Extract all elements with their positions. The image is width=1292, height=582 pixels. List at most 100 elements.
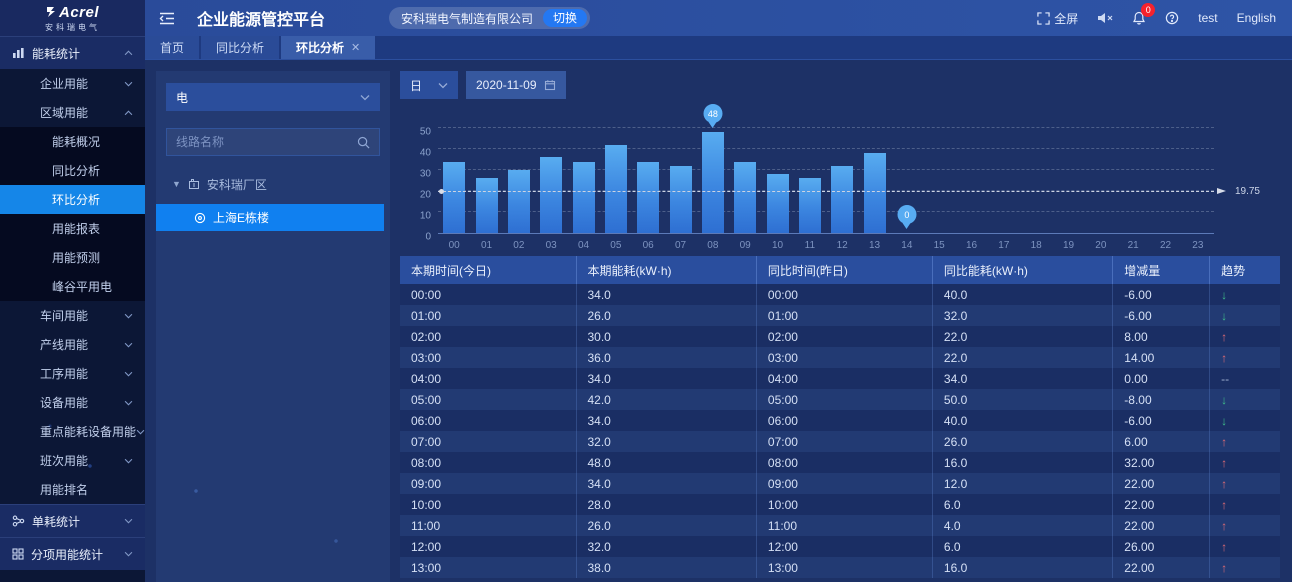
- table-row: 13:00 38.0 13:00 16.0 22.00 ↑: [400, 557, 1280, 578]
- sidebar-item-energy-ranking[interactable]: 用能排名: [0, 475, 145, 504]
- sidebar-item-shift-energy[interactable]: 班次用能: [0, 446, 145, 475]
- table-cell: 40.0: [932, 284, 1114, 305]
- x-axis-tick-label: 14: [901, 240, 913, 251]
- marker-label-48: 48: [703, 104, 723, 124]
- bar-chart-icon: [12, 47, 25, 59]
- notifications-button[interactable]: 0: [1132, 3, 1156, 25]
- sidebar-item-unit-consumption-stats[interactable]: 单耗统计: [0, 504, 145, 537]
- tab-close-icon[interactable]: ✕: [351, 42, 361, 54]
- x-axis-tick-label: 07: [674, 240, 687, 251]
- tab-home[interactable]: 首页: [145, 36, 200, 59]
- trend-down-arrow-icon: ↓: [1221, 308, 1228, 323]
- table-cell: -6.00: [1112, 305, 1211, 326]
- column-header: 趋势: [1209, 256, 1280, 284]
- table-cell: 05:00: [400, 389, 577, 410]
- chevron-down-icon: [124, 518, 133, 524]
- table-cell: 8.00: [1112, 326, 1211, 347]
- table-cell: 26.0: [576, 305, 757, 326]
- company-name: 安科瑞电气制造有限公司: [401, 11, 534, 26]
- bar-chart: 0 10 20 30 40 50 00 01 02 03 04 05 06 07 08 09 10 11 12 13 1…: [408, 104, 1266, 251]
- gridline: [438, 190, 1214, 191]
- bar-06: [637, 161, 660, 233]
- x-axis-tick-label: 08: [707, 240, 719, 251]
- table-cell: 12:00: [400, 536, 577, 557]
- sidebar-item-production-line-energy[interactable]: 产线用能: [0, 330, 145, 359]
- grid-icon: [12, 548, 24, 560]
- menu-fold-icon[interactable]: [159, 12, 175, 25]
- caret-down-icon[interactable]: ▼: [172, 179, 181, 189]
- table-cell: 13:00: [400, 557, 577, 578]
- bar-07: [669, 165, 692, 233]
- table-cell: 6.00: [1112, 431, 1211, 452]
- comparison-table: 本期时间(今日) 本期能耗(kW·h) 同比时间(昨日) 同比能耗(kW·h) 增减量趋…: [400, 256, 1280, 578]
- tab-label: 首页: [160, 41, 185, 55]
- sidebar-item-energy-overview[interactable]: 能耗概况: [0, 127, 145, 156]
- sidebar-item-enterprise-energy[interactable]: 企业用能: [0, 69, 145, 98]
- table-head: 本期时间(今日) 本期能耗(kW·h) 同比时间(昨日) 同比能耗(kW·h) 增减量趋…: [400, 256, 1280, 284]
- chevron-down-icon: [360, 94, 370, 101]
- table-cell: 07:00: [400, 431, 577, 452]
- table-cell: 16.0: [932, 557, 1114, 578]
- table-cell: 00:00: [400, 284, 577, 305]
- chevron-down-icon: [124, 371, 133, 377]
- trend-cell: ↓: [1209, 389, 1280, 410]
- top-header: 企业能源管控平台 安科瑞电气制造有限公司 切换 全屏: [145, 0, 1292, 36]
- sidebar-item-energy-report[interactable]: 用能报表: [0, 214, 145, 243]
- chevron-down-icon: [124, 551, 133, 557]
- table-cell: 22.0: [932, 326, 1114, 347]
- username[interactable]: test: [1198, 11, 1218, 25]
- sidebar-item-peak-valley-power[interactable]: 峰谷平用电: [0, 272, 145, 301]
- sidebar-item-key-equipment-energy[interactable]: 重点能耗设备用能: [0, 417, 145, 446]
- sidebar-item-equipment-energy[interactable]: 设备用能: [0, 388, 145, 417]
- table-cell: 36.0: [576, 347, 757, 368]
- date-value: 2020-11-09: [476, 78, 537, 92]
- chevron-down-icon: [124, 342, 133, 348]
- table-row: 06:00 34.0 06:00 40.0 -6.00 ↓: [400, 410, 1280, 431]
- period-select[interactable]: 日: [400, 71, 458, 99]
- sidebar-item-energy-forecast[interactable]: 用能预测: [0, 243, 145, 272]
- sidebar-item-workshop-energy[interactable]: 车间用能: [0, 301, 145, 330]
- bar-04: [572, 161, 595, 233]
- tab-yoy-analysis[interactable]: 同比分析: [201, 36, 280, 59]
- x-axis-tick-label: 10: [771, 240, 784, 251]
- sidebar-item-itemized-energy-stats[interactable]: 分项用能统计: [0, 537, 145, 570]
- tab-mom-analysis[interactable]: 环比分析 ✕: [281, 36, 376, 59]
- tree-node-selected[interactable]: 上海E栋楼: [156, 204, 384, 231]
- trend-cell: ↑: [1209, 494, 1280, 515]
- sidebar-item-yoy-analysis[interactable]: 同比分析: [0, 156, 145, 185]
- column-header: 同比时间(昨日): [756, 256, 933, 284]
- trend-cell: ↑: [1209, 326, 1280, 347]
- help-button[interactable]: [1165, 11, 1179, 25]
- date-picker[interactable]: 2020-11-09: [466, 71, 566, 99]
- mute-button[interactable]: [1097, 12, 1113, 24]
- trend-down-arrow-icon: ↓: [1221, 287, 1228, 302]
- line-search-box: [166, 128, 380, 156]
- sidebar-item-mom-analysis[interactable]: 环比分析: [0, 185, 145, 214]
- table-cell: 04:00: [400, 368, 577, 389]
- language-switch[interactable]: English: [1236, 11, 1276, 25]
- bar-10: [766, 174, 789, 233]
- x-axis-tick-label: 18: [1030, 240, 1042, 251]
- sidebar-item-energy-consumption-stats[interactable]: 能耗统计: [0, 36, 145, 69]
- fullscreen-button[interactable]: 全屏: [1037, 10, 1078, 27]
- x-axis-tick-label: 19: [1062, 240, 1075, 251]
- sidebar-item-label: 用能报表: [52, 222, 101, 236]
- energy-type-select[interactable]: 电: [166, 83, 380, 111]
- trend-cell: ↑: [1209, 515, 1280, 536]
- table-cell: 06:00: [756, 410, 933, 431]
- search-icon: [357, 136, 370, 149]
- x-axis-tick-label: 21: [1127, 240, 1139, 251]
- chevron-down-icon: [124, 458, 133, 464]
- tree-node-root[interactable]: ▼ 安科瑞厂区: [166, 171, 380, 197]
- sidebar-item-process-energy[interactable]: 工序用能: [0, 359, 145, 388]
- average-value-label: 19.75: [1234, 185, 1260, 197]
- sidebar-item-region-energy[interactable]: 区域用能: [0, 98, 145, 127]
- switch-company-button[interactable]: 切换: [543, 9, 588, 27]
- trend-up-arrow-icon: ↑: [1221, 539, 1228, 554]
- line-search-input[interactable]: [176, 135, 357, 149]
- tab-label: 环比分析: [296, 41, 345, 55]
- chevron-down-icon: [438, 82, 448, 89]
- header-actions: 全屏 0: [1037, 3, 1276, 27]
- trend-up-arrow-icon: ↑: [1221, 329, 1228, 344]
- trend-cell: ↑: [1209, 452, 1280, 473]
